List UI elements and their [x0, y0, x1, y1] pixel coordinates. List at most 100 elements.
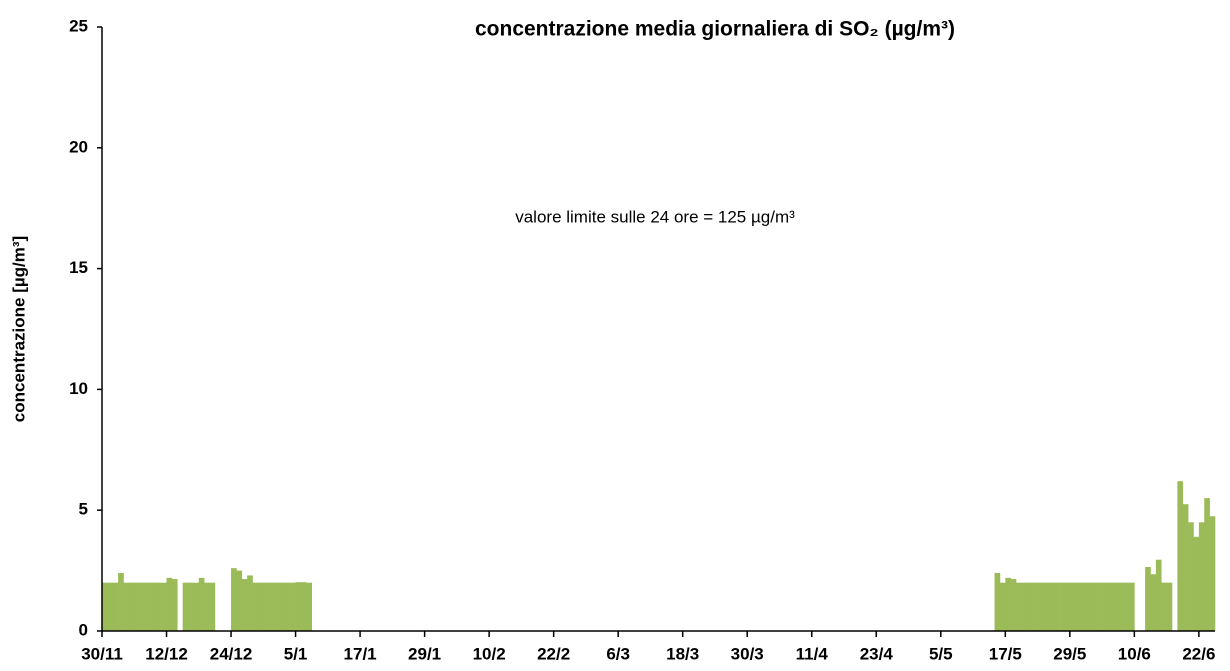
- bar: [1048, 582, 1054, 631]
- bar: [1059, 582, 1065, 631]
- x-tick-label: 12/12: [145, 644, 188, 663]
- bar: [1069, 582, 1076, 631]
- bar: [247, 575, 253, 631]
- bar: [231, 568, 237, 631]
- bar: [1005, 577, 1011, 631]
- bar: [994, 573, 1001, 631]
- y-tick-label: 20: [69, 137, 88, 156]
- bar: [1177, 481, 1184, 631]
- bar: [1075, 582, 1081, 631]
- bar: [145, 582, 151, 631]
- bar: [107, 582, 114, 631]
- bar: [268, 582, 275, 631]
- bar: [1032, 582, 1038, 631]
- bar: [1096, 582, 1103, 631]
- bar: [209, 582, 216, 631]
- bar: [1166, 582, 1173, 631]
- x-tick-label: 11/4: [796, 644, 829, 663]
- x-tick-label: 10/6: [1118, 644, 1151, 663]
- x-tick-label: 5/5: [929, 644, 953, 663]
- bar: [188, 582, 194, 631]
- bar: [306, 582, 312, 631]
- bar: [1188, 522, 1194, 631]
- bar: [274, 582, 280, 631]
- annotation: valore limite sulle 24 ore = 125 µg/m³: [515, 207, 795, 226]
- chart-title: concentrazione media giornaliera di SO₂ …: [475, 18, 955, 41]
- bar: [139, 582, 146, 631]
- x-tick-label: 29/1: [408, 644, 441, 663]
- bar: [1021, 582, 1028, 631]
- bar: [1080, 582, 1087, 631]
- x-tick-label: 30/3: [731, 644, 764, 663]
- bar: [134, 582, 140, 631]
- x-tick-label: 10/2: [473, 644, 506, 663]
- bar: [161, 582, 167, 631]
- bar: [1016, 582, 1022, 631]
- bar: [999, 582, 1006, 631]
- bar: [300, 582, 307, 631]
- bar: [1037, 582, 1044, 631]
- bar: [1102, 582, 1108, 631]
- bar: [236, 570, 243, 631]
- bar: [1193, 536, 1200, 631]
- x-tick-label: 18/3: [666, 644, 699, 663]
- bar: [150, 582, 157, 631]
- bar: [1107, 582, 1114, 631]
- bar: [1123, 582, 1130, 631]
- y-tick-label: 10: [69, 379, 88, 398]
- bar: [1145, 566, 1151, 631]
- bar: [1155, 559, 1162, 631]
- bar: [1010, 579, 1017, 631]
- bar: [252, 582, 259, 631]
- bar: [1198, 522, 1205, 631]
- bar: [295, 582, 302, 631]
- bar: [118, 573, 124, 631]
- bar: [166, 577, 173, 631]
- y-tick-label: 0: [79, 620, 88, 639]
- bar: [128, 582, 135, 631]
- bar: [1118, 582, 1124, 631]
- y-axis-label: concentrazione [µg/m³]: [9, 236, 28, 422]
- x-tick-label: 6/3: [606, 644, 630, 663]
- bar: [279, 582, 286, 631]
- bar: [1026, 582, 1033, 631]
- bar: [1042, 582, 1049, 631]
- bar: [102, 582, 108, 631]
- bar: [112, 582, 119, 631]
- bar: [1209, 516, 1216, 631]
- bar: [204, 582, 210, 631]
- x-tick-label: 22/2: [537, 644, 570, 663]
- bar: [182, 582, 189, 631]
- bar: [257, 582, 264, 631]
- x-tick-label: 17/5: [989, 644, 1022, 663]
- bar: [1128, 582, 1135, 631]
- bar: [284, 582, 291, 631]
- bar: [1085, 582, 1092, 631]
- bar: [1204, 498, 1210, 631]
- x-tick-label: 5/1: [284, 644, 308, 663]
- bar: [1182, 504, 1189, 631]
- bar: [241, 579, 248, 631]
- x-tick-label: 24/12: [210, 644, 253, 663]
- x-tick-label: 29/5: [1053, 644, 1086, 663]
- bar: [1112, 582, 1119, 631]
- bar: [123, 582, 130, 631]
- bar: [193, 582, 200, 631]
- bar: [1053, 582, 1060, 631]
- x-tick-label: 17/1: [344, 644, 377, 663]
- bar: [290, 582, 296, 631]
- bar: [263, 582, 269, 631]
- y-tick-label: 25: [69, 16, 88, 35]
- x-tick-label: 23/4: [860, 644, 894, 663]
- x-tick-label: 30/11: [81, 644, 123, 663]
- x-tick-label: 22/6: [1182, 644, 1215, 663]
- bar: [1064, 582, 1071, 631]
- bar: [1091, 582, 1098, 631]
- bar: [1150, 574, 1157, 631]
- bar: [1161, 582, 1167, 631]
- y-tick-label: 5: [79, 500, 88, 519]
- bar: [171, 579, 178, 631]
- bar: [155, 582, 162, 631]
- y-tick-label: 15: [69, 258, 88, 277]
